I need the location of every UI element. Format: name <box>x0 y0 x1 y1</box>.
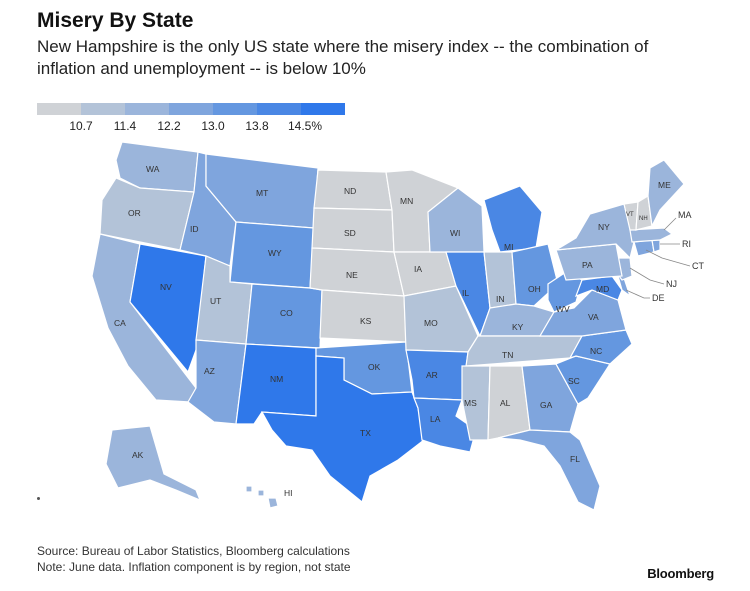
state-label-ca: CA <box>114 318 126 328</box>
legend-swatch-0 <box>37 103 81 115</box>
state-label-mo: MO <box>424 318 438 328</box>
legend-swatch-1 <box>81 103 125 115</box>
state-label-wy: WY <box>268 248 282 258</box>
state-label-ia: IA <box>414 264 422 274</box>
state-label-il: IL <box>462 288 469 298</box>
state-tx[interactable] <box>260 355 425 504</box>
leader-ct <box>645 249 691 267</box>
state-label-tx: TX <box>360 428 371 438</box>
state-va[interactable] <box>538 289 627 337</box>
state-label-nd: ND <box>344 186 356 196</box>
footnote-dot <box>37 497 40 500</box>
legend-swatch-2 <box>125 103 169 115</box>
state-label-wv: WV <box>556 304 570 314</box>
state-label-ms: MS <box>464 398 477 408</box>
state-label-mt: MT <box>256 188 268 198</box>
state-ri[interactable] <box>651 239 661 253</box>
legend-swatch-3 <box>169 103 213 115</box>
state-nm[interactable] <box>235 343 317 425</box>
source-note: Source: Bureau of Labor Statistics, Bloo… <box>37 543 351 575</box>
state-label-oh: OH <box>528 284 541 294</box>
state-label-wa: WA <box>146 164 160 174</box>
legend-label: 11.4 <box>113 119 137 133</box>
state-label-nc: NC <box>590 346 602 356</box>
state-label-ma: MA <box>678 210 692 220</box>
state-label-wi: WI <box>450 228 460 238</box>
state-label-ga: GA <box>540 400 553 410</box>
state-label-mi: MI <box>504 242 513 252</box>
state-label-id: ID <box>190 224 199 234</box>
legend-label: 13.0 <box>201 119 225 133</box>
state-label-ut: UT <box>210 296 221 306</box>
legend-labels: 10.7 11.4 12.2 13.0 13.8 14.5% <box>37 119 357 135</box>
state-label-md: MD <box>596 284 609 294</box>
state-label-pa: PA <box>582 260 593 270</box>
state-ak[interactable] <box>105 425 202 502</box>
state-label-mn: MN <box>400 196 413 206</box>
state-label-ks: KS <box>360 316 372 326</box>
us-map-svg: WA OR CA NV ID MT WY UT CO AZ NM TX ND S… <box>91 141 704 511</box>
state-label-ar: AR <box>426 370 438 380</box>
state-label-nh: NH <box>639 216 648 222</box>
state-ct[interactable] <box>633 239 655 257</box>
state-label-ny: NY <box>598 222 610 232</box>
state-fl[interactable] <box>497 429 601 511</box>
legend-label: 12.2 <box>157 119 181 133</box>
state-label-nm: NM <box>270 374 283 384</box>
legend-label: 14.5% <box>287 119 323 133</box>
state-la[interactable] <box>413 397 477 453</box>
legend-label: 10.7 <box>69 119 93 133</box>
state-label-ct: CT <box>692 261 704 271</box>
state-label-ri: RI <box>682 239 691 249</box>
state-label-vt: VT <box>626 212 634 218</box>
state-ms[interactable] <box>461 365 491 441</box>
state-me[interactable] <box>647 159 685 229</box>
leader-ma <box>663 217 677 231</box>
state-label-nj: NJ <box>666 279 677 289</box>
state-label-me: ME <box>658 180 671 190</box>
state-label-or: OR <box>128 208 141 218</box>
state-label-al: AL <box>500 398 511 408</box>
legend-label: 13.8 <box>245 119 269 133</box>
state-label-fl: FL <box>570 454 580 464</box>
state-label-sd: SD <box>344 228 356 238</box>
state-label-nv: NV <box>160 282 172 292</box>
state-hi[interactable] <box>245 485 279 509</box>
legend-swatch-5 <box>257 103 301 115</box>
state-label-ak: AK <box>132 450 144 460</box>
state-label-sc: SC <box>568 376 580 386</box>
leader-nj <box>629 267 665 285</box>
legend-swatch-4 <box>213 103 257 115</box>
state-label-co: CO <box>280 308 293 318</box>
source-text: Source: Bureau of Labor Statistics, Bloo… <box>37 544 350 558</box>
legend-bar <box>37 103 357 115</box>
color-legend: 10.7 11.4 12.2 13.0 13.8 14.5% <box>37 103 357 135</box>
state-label-ky: KY <box>512 322 524 332</box>
state-ma[interactable] <box>629 227 674 243</box>
chart-subtitle: New Hampshire is the only US state where… <box>37 37 649 78</box>
state-label-hi: HI <box>284 488 293 498</box>
state-label-va: VA <box>588 312 599 322</box>
legend-swatch-6 <box>301 103 345 115</box>
chart-title: Misery By State <box>37 9 194 32</box>
state-label-ok: OK <box>368 362 381 372</box>
state-label-in: IN <box>496 294 505 304</box>
note-text: Note: June data. Inflation component is … <box>37 560 351 574</box>
state-label-tn: TN <box>502 350 513 360</box>
state-label-la: LA <box>430 414 441 424</box>
state-label-ne: NE <box>346 270 358 280</box>
state-label-az: AZ <box>204 366 215 376</box>
leader-de <box>625 289 650 299</box>
us-map: WA OR CA NV ID MT WY UT CO AZ NM TX ND S… <box>0 140 750 540</box>
state-oh[interactable] <box>511 243 559 307</box>
state-label-de: DE <box>652 293 665 303</box>
bloomberg-logo: Bloomberg <box>647 566 714 581</box>
state-ga[interactable] <box>521 363 579 433</box>
